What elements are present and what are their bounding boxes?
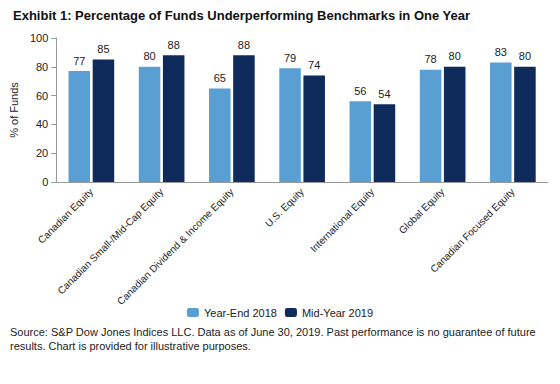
svg-text:56: 56 [354, 85, 366, 97]
svg-text:40: 40 [36, 118, 48, 130]
svg-text:54: 54 [378, 88, 390, 100]
svg-text:Exhibit 1: Percentage of Funds: Exhibit 1: Percentage of Funds Underperf… [13, 8, 470, 23]
svg-text:88: 88 [238, 39, 250, 51]
svg-text:65: 65 [214, 72, 226, 84]
svg-text:U.S. Equity: U.S. Equity [263, 186, 306, 229]
svg-text:% of Funds: % of Funds [8, 82, 20, 138]
svg-text:85: 85 [97, 43, 109, 55]
svg-text:Global Equity: Global Equity [397, 186, 447, 236]
svg-text:80: 80 [143, 50, 155, 62]
svg-text:80: 80 [449, 50, 461, 62]
svg-text:88: 88 [168, 39, 180, 51]
svg-text:International Equity: International Equity [308, 186, 376, 254]
svg-text:83: 83 [495, 46, 507, 58]
svg-text:79: 79 [284, 52, 296, 64]
svg-text:Canadian Dividend & Income Equ: Canadian Dividend & Income Equity [115, 186, 236, 307]
svg-text:Canadian Small-/Mid-Cap Equity: Canadian Small-/Mid-Cap Equity [55, 186, 166, 297]
svg-text:20: 20 [36, 147, 48, 159]
svg-text:74: 74 [308, 59, 320, 71]
svg-text:Year-End 2018: Year-End 2018 [204, 307, 277, 319]
svg-text:77: 77 [73, 55, 85, 67]
svg-text:Canadian Focused Equity: Canadian Focused Equity [428, 186, 517, 275]
svg-text:80: 80 [519, 50, 531, 62]
svg-text:Mid-Year 2019: Mid-Year 2019 [302, 307, 373, 319]
svg-text:Canadian Equity: Canadian Equity [36, 186, 96, 246]
svg-text:100: 100 [30, 32, 48, 44]
html-text:Source: S&P Dow Jones Indices: Source: S&P Dow Jones Indices LLC. Data … [10, 326, 536, 352]
svg-text:0: 0 [42, 176, 48, 188]
svg-text:78: 78 [424, 53, 436, 65]
svg-text:60: 60 [36, 90, 48, 102]
svg-text:80: 80 [36, 61, 48, 73]
